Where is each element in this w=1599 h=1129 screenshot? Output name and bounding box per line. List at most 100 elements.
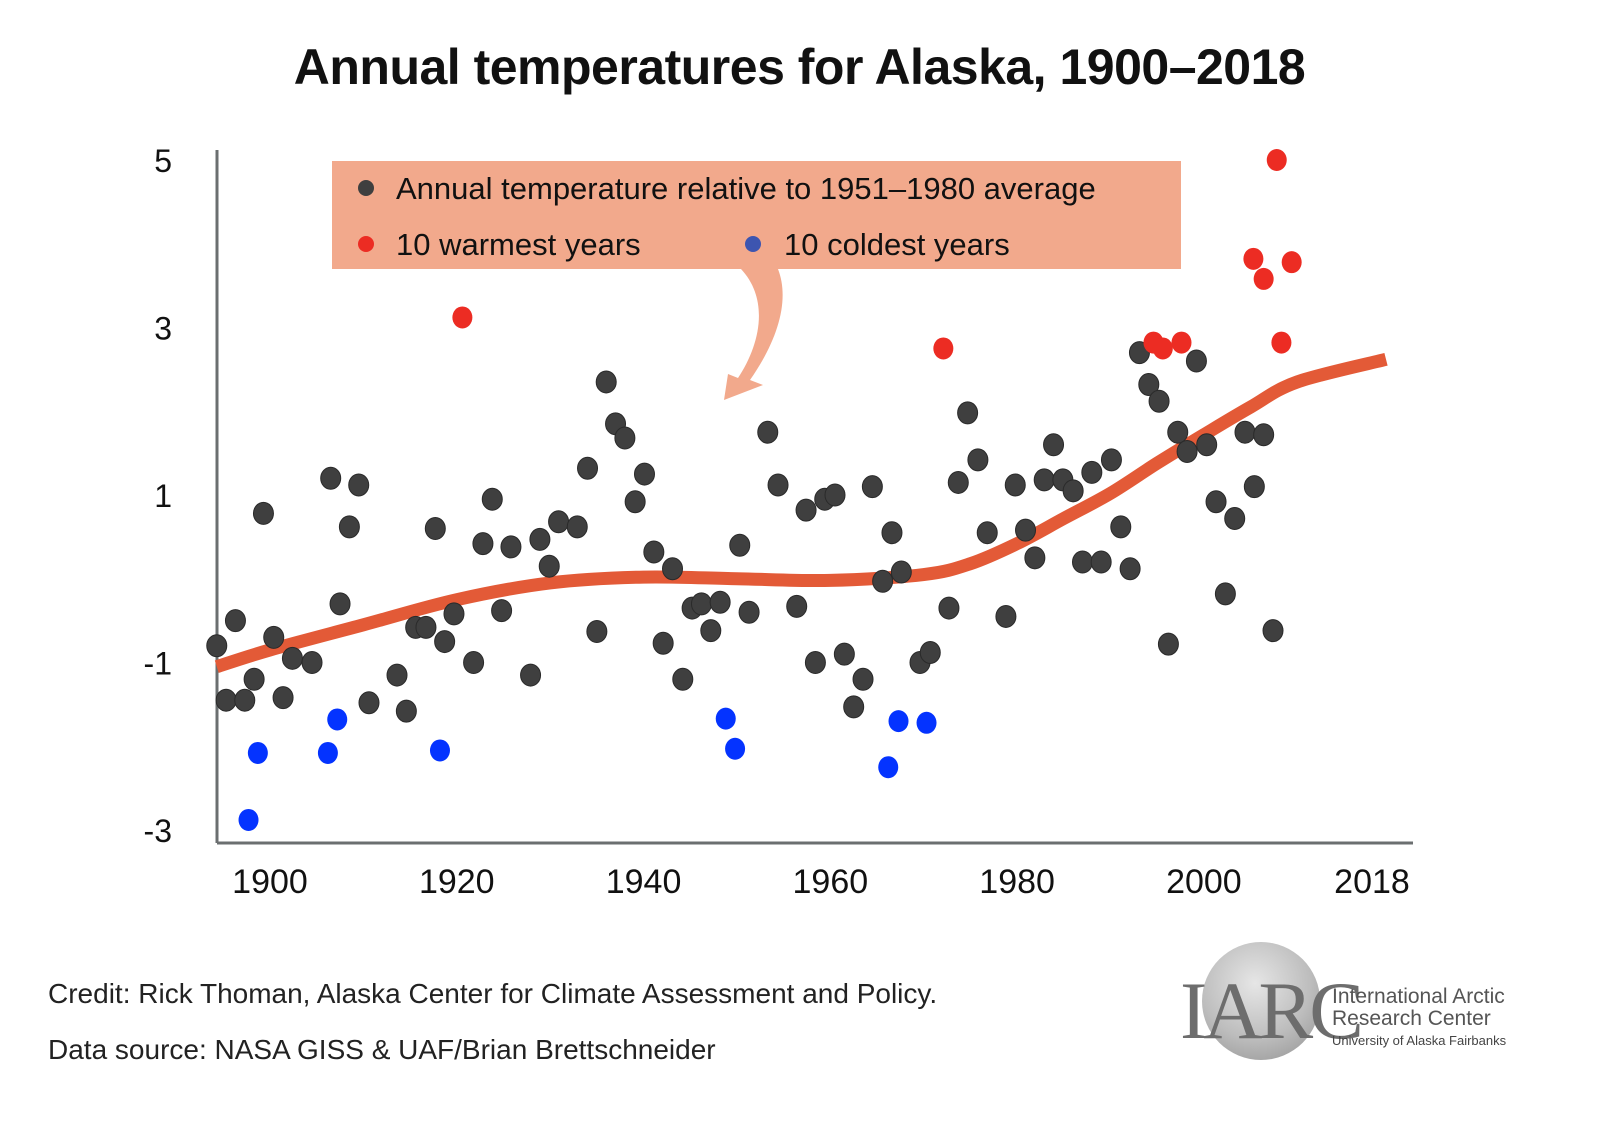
data-point-cold	[888, 710, 909, 733]
data-point-normal	[633, 462, 655, 486]
data-point-normal	[1043, 433, 1065, 457]
data-point-normal	[652, 631, 674, 655]
data-point-normal	[1205, 490, 1227, 514]
data-point-normal	[843, 695, 865, 719]
data-point-normal	[1214, 582, 1236, 606]
data-point-normal	[500, 535, 522, 559]
data-point-cold	[715, 707, 736, 730]
y-tick-labels: 5 3 1 -1 -3	[144, 143, 172, 849]
data-point-normal	[234, 688, 256, 712]
data-point-normal	[1100, 448, 1122, 472]
x-tick-label: 2018	[1334, 863, 1410, 901]
data-point-normal	[795, 498, 817, 522]
data-point-normal	[1110, 515, 1132, 539]
logo-name: International Arctic Research Center	[1332, 986, 1505, 1030]
data-point-normal	[1015, 518, 1037, 542]
data-point-normal	[577, 456, 599, 480]
data-point-normal	[548, 510, 570, 534]
data-point-normal	[1157, 632, 1179, 656]
data-point-normal	[767, 473, 789, 497]
data-point-normal	[329, 592, 351, 616]
data-point-normal	[301, 651, 323, 674]
x-tick-label: 1960	[793, 863, 869, 901]
data-point-cold	[327, 708, 348, 731]
data-point-normal	[700, 619, 722, 643]
data-point-normal	[281, 646, 303, 670]
data-point-normal	[1071, 550, 1093, 574]
data-point-normal	[586, 620, 608, 644]
y-tick-label: -1	[144, 646, 172, 682]
data-point-normal	[672, 667, 694, 691]
data-point-cold	[725, 737, 746, 760]
data-point-normal	[358, 691, 380, 715]
data-point-normal	[1243, 475, 1265, 499]
legend-marker-warm	[358, 236, 374, 252]
data-point-normal	[338, 515, 360, 539]
data-point-warm	[452, 306, 473, 329]
logo-subtitle: University of Alaska Fairbanks	[1332, 1033, 1507, 1048]
data-point-warm	[1281, 251, 1302, 274]
x-tick-label: 1980	[979, 863, 1055, 901]
data-point-cold	[878, 756, 899, 779]
data-point-warm	[1271, 331, 1292, 354]
data-point-warm	[1152, 337, 1173, 360]
data-point-cold	[317, 741, 338, 764]
data-point-warm	[933, 337, 954, 360]
data-point-normal	[320, 466, 342, 490]
data-point-normal	[624, 490, 646, 514]
data-point-cold	[238, 808, 259, 831]
data-source-text: Data source: NASA GISS & UAF/Brian Brett…	[48, 1034, 716, 1065]
data-point-normal	[566, 515, 588, 539]
y-tick-label: 1	[154, 478, 172, 514]
data-point-normal	[1224, 506, 1246, 530]
data-point-normal	[804, 651, 826, 674]
data-point-normal	[938, 596, 960, 620]
data-point-normal	[757, 420, 779, 444]
data-point-normal	[1176, 439, 1198, 463]
data-point-warm	[1253, 267, 1274, 290]
data-point-normal	[491, 599, 513, 623]
data-point-normal	[872, 569, 894, 593]
x-tick-label: 2000	[1166, 863, 1242, 901]
data-point-normal	[252, 501, 274, 525]
data-point-cold	[916, 711, 937, 734]
logo-letters: IARC	[1180, 965, 1364, 1056]
data-point-normal	[348, 473, 370, 497]
legend-marker-cold	[745, 236, 761, 252]
iarc-logo: IARC International Arctic Research Cente…	[1180, 942, 1540, 1072]
y-tick-label: 3	[154, 311, 172, 347]
data-point-normal	[538, 554, 560, 578]
data-point-normal	[481, 487, 503, 511]
legend-arrow-icon	[724, 269, 783, 400]
data-point-normal	[1196, 433, 1218, 457]
data-point-normal	[1167, 420, 1189, 444]
data-point-normal	[395, 699, 417, 723]
logo-name-line2: Research Center	[1332, 1007, 1491, 1030]
axes	[215, 150, 1413, 845]
data-point-normal	[824, 483, 846, 507]
data-point-normal	[1185, 349, 1207, 373]
data-point-normal	[443, 602, 465, 626]
x-tick-label: 1900	[232, 863, 308, 901]
x-tick-labels: 1900 1920 1940 1960 1980 2000 2018	[232, 863, 1410, 901]
data-point-normal	[415, 615, 437, 639]
data-point-normal	[861, 475, 883, 499]
data-point-normal	[206, 634, 228, 658]
data-point-normal	[1062, 479, 1084, 503]
data-point-normal	[1024, 546, 1046, 570]
data-point-normal	[520, 663, 542, 687]
x-tick-label: 1920	[419, 863, 495, 901]
globe-icon	[1202, 942, 1320, 1060]
data-point-normal	[662, 557, 684, 581]
data-point-normal	[595, 370, 617, 394]
y-tick-label: -3	[144, 813, 172, 849]
logo-name-line1: International Arctic	[1332, 985, 1505, 1008]
data-point-normal	[919, 640, 941, 664]
data-point-normal	[709, 590, 731, 614]
data-point-normal	[424, 517, 446, 540]
data-point-normal	[643, 540, 665, 564]
data-point-warm	[1266, 149, 1287, 171]
data-point-cold	[247, 741, 268, 764]
data-point-normal	[434, 630, 456, 654]
